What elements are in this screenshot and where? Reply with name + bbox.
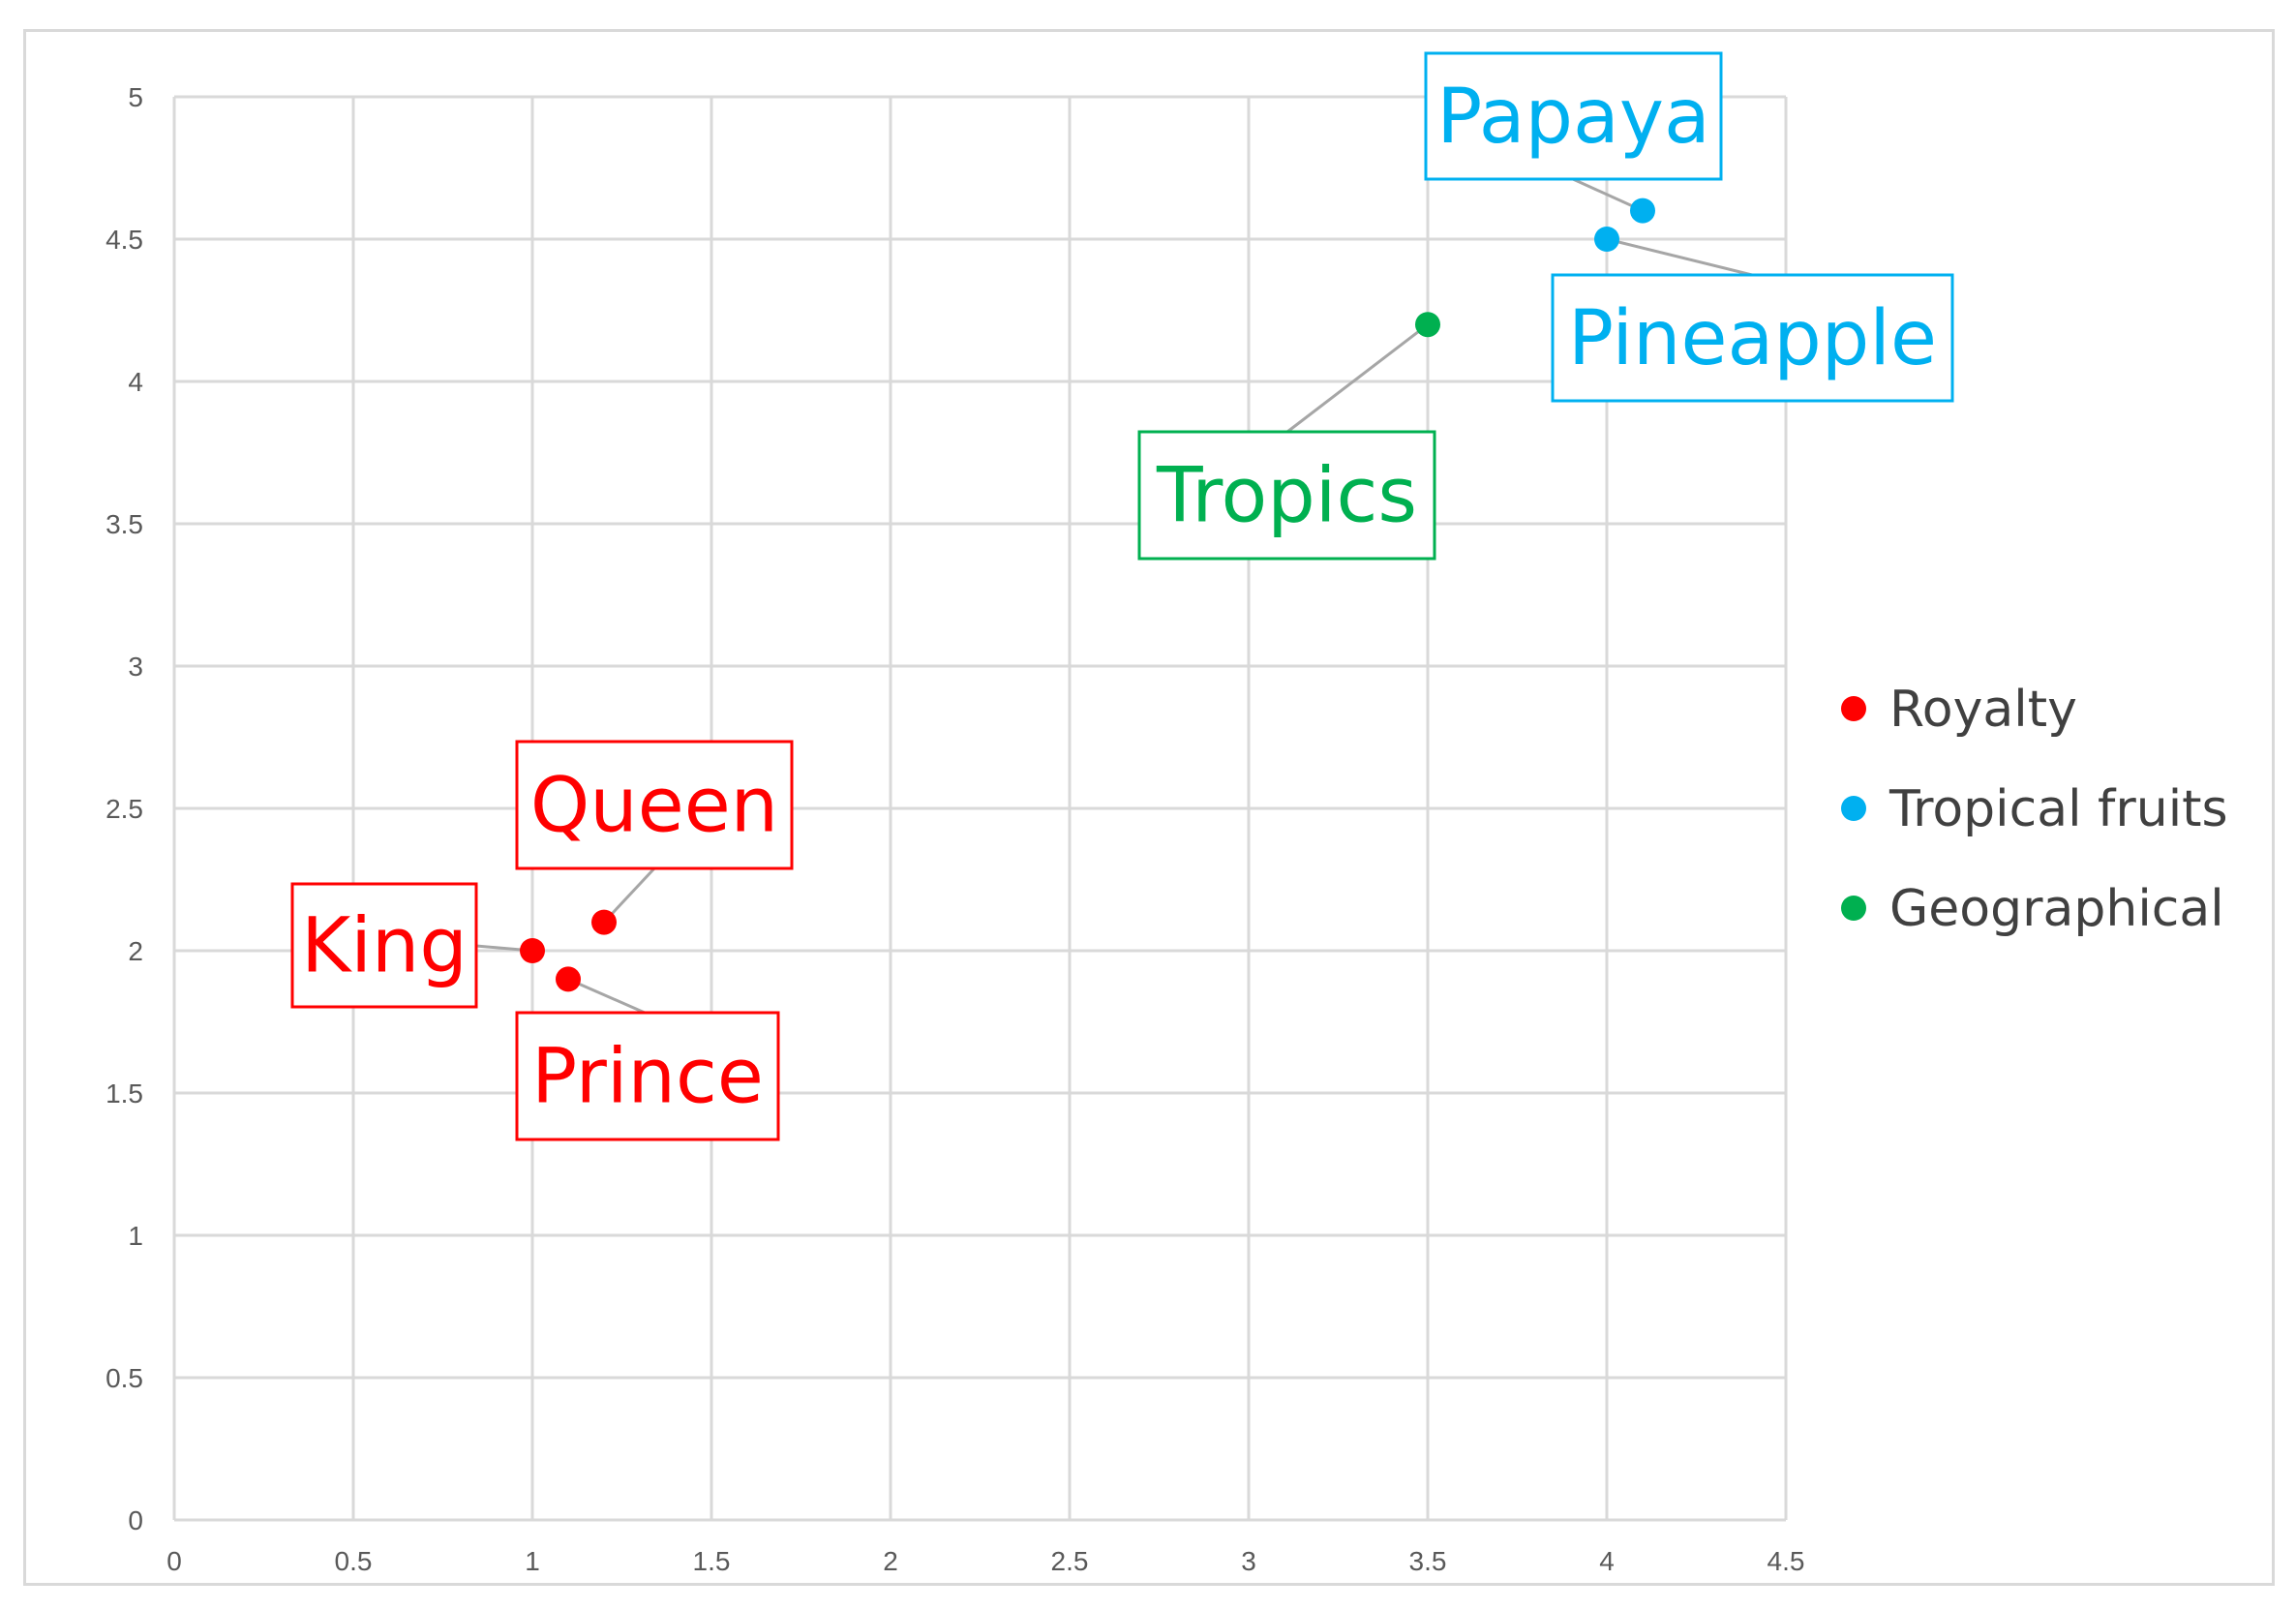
y-tick-label: 1 (128, 1221, 143, 1251)
legend-marker (1841, 796, 1866, 821)
data-point (520, 938, 545, 963)
data-point (1594, 227, 1619, 252)
x-tick-label: 0.5 (335, 1546, 373, 1576)
data-label: Pineapple (1568, 295, 1937, 382)
data-point (1630, 197, 1655, 224)
data-points (520, 197, 1655, 992)
callout-box (1137, 430, 1436, 561)
legend-marker (1841, 896, 1866, 921)
data-label: Tropics (1156, 453, 1417, 540)
x-tick-label: 1 (525, 1546, 540, 1576)
legend-label: Geographical (1889, 880, 2224, 938)
y-tick-label: 3 (128, 652, 143, 682)
x-tick-label: 4.5 (1767, 1546, 1805, 1576)
legend: Royalty Tropical fruits Geographical (1841, 681, 2228, 938)
x-tick-label: 0 (166, 1546, 182, 1576)
callout-leader-line (567, 978, 646, 1015)
callout-box (1551, 273, 1954, 403)
legend-label: Tropical fruits (1888, 780, 2228, 838)
callout-leader-line (1572, 177, 1644, 212)
y-tick-label: 0 (128, 1505, 143, 1535)
data-label: Queen (530, 763, 778, 850)
y-tick-label: 3.5 (106, 509, 143, 539)
y-axis-ticks: 0 0.5 1 1.5 2 2.5 3 3.5 4 4.5 5 (106, 82, 143, 1535)
x-axis-ticks: 0 0.5 1 1.5 2 2.5 3 3.5 4 4.5 (166, 1546, 1804, 1576)
y-tick-label: 0.5 (106, 1363, 143, 1393)
legend-marker (1841, 696, 1866, 721)
x-tick-label: 4 (1599, 1546, 1615, 1576)
callout-box (515, 1011, 780, 1141)
x-tick-label: 3 (1241, 1546, 1256, 1576)
callout-box (1424, 51, 1723, 181)
y-tick-label: 2 (128, 936, 143, 966)
x-tick-label: 1.5 (693, 1546, 731, 1576)
x-tick-label: 2 (883, 1546, 898, 1576)
data-label: Papaya (1436, 74, 1710, 161)
data-label: King (301, 903, 468, 990)
legend-label: Royalty (1889, 681, 2077, 739)
y-tick-label: 4.5 (106, 225, 143, 255)
callout-leader-line (1286, 323, 1429, 434)
grid (172, 95, 1788, 1522)
callout-box (290, 882, 478, 1009)
data-point (591, 909, 617, 935)
callout-box (515, 740, 794, 870)
callout-leader-line (1606, 237, 1753, 277)
y-tick-label: 2.5 (106, 794, 143, 824)
y-tick-label: 1.5 (106, 1078, 143, 1109)
data-point (556, 966, 581, 992)
data-label: Prince (531, 1034, 764, 1121)
y-tick-label: 5 (128, 82, 143, 112)
x-tick-label: 3.5 (1409, 1546, 1447, 1576)
data-point (1415, 312, 1440, 338)
y-tick-label: 4 (128, 367, 143, 397)
x-tick-label: 2.5 (1051, 1546, 1089, 1576)
data-callouts: King Queen Prince Papaya Pineapple Tropics (290, 51, 1954, 1141)
